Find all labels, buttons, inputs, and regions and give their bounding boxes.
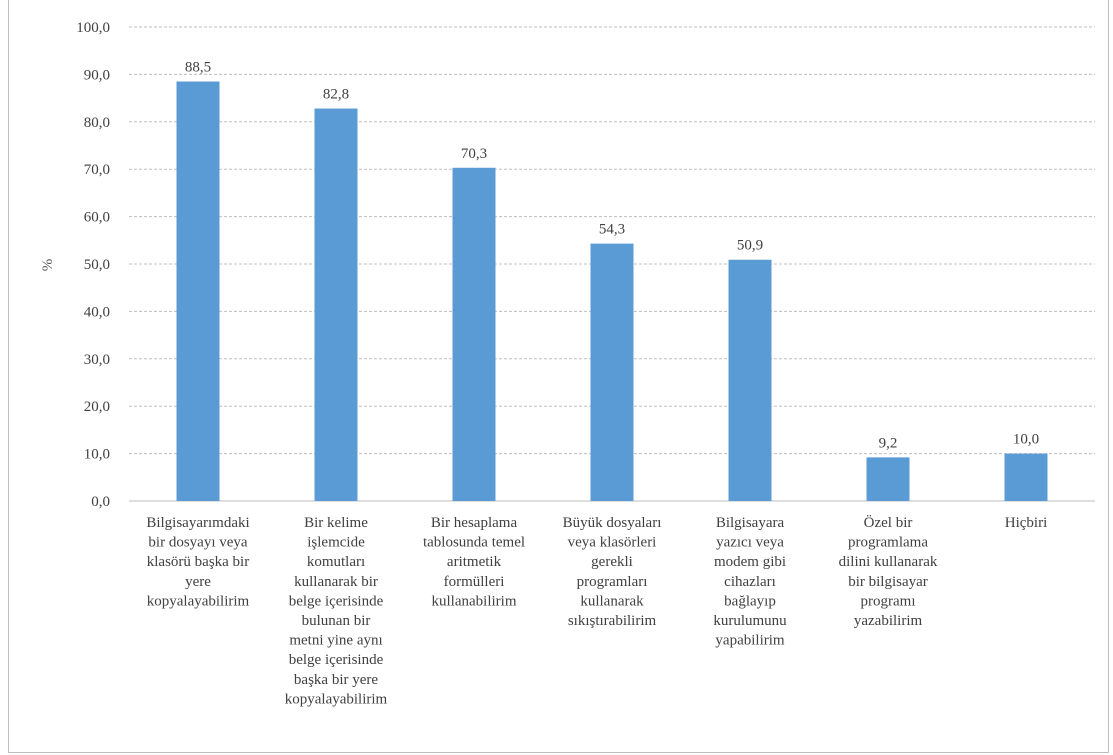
y-tick-label: 40,0: [84, 304, 110, 320]
y-tick-label: 100,0: [76, 20, 110, 36]
x-category-label: Bilgisayarımdaki bir dosyayı veya klasörü …: [146, 515, 249, 609]
data-label: 9,2: [879, 435, 898, 451]
bar: [314, 108, 358, 501]
data-label: 50,9: [737, 238, 763, 254]
x-category-label: Bir hesaplama tablosunda temel aritmetik fo…: [423, 515, 525, 609]
data-label: 88,5: [185, 60, 211, 76]
bar: [728, 259, 772, 501]
data-label: 70,3: [461, 146, 487, 162]
y-tick-label: 60,0: [84, 210, 110, 226]
bar: [452, 167, 496, 501]
data-label: 10,0: [1013, 432, 1039, 448]
y-tick-label: 90,0: [84, 67, 110, 83]
y-tick-label: 10,0: [84, 447, 110, 463]
y-tick-label: 20,0: [84, 399, 110, 415]
x-category-label: Hiçbiri: [1005, 515, 1048, 531]
x-category-label: Bilgisayara yazıcı veya modem gibi cihazlar…: [713, 515, 787, 649]
bar: [590, 243, 634, 502]
bar: [176, 81, 220, 501]
y-tick-label: 50,0: [84, 257, 110, 273]
y-axis-label: %: [40, 259, 56, 272]
bar: [1004, 453, 1048, 501]
data-label: 54,3: [599, 222, 625, 238]
y-tick-label: 30,0: [84, 352, 110, 368]
data-label: 82,8: [323, 87, 349, 103]
y-tick-label: 80,0: [84, 115, 110, 131]
y-tick-label: 0,0: [91, 494, 110, 510]
y-tick-label: 70,0: [84, 162, 110, 178]
bar: [866, 457, 910, 501]
x-category-label: Büyük dosyaları veya klasörleri gerekli pro…: [563, 515, 662, 629]
x-category-label: Bir kelime işlemcide komutları kullanarak b…: [285, 515, 388, 707]
x-category-label: Özel bir programlama dilini kullanarak bir …: [839, 514, 938, 629]
